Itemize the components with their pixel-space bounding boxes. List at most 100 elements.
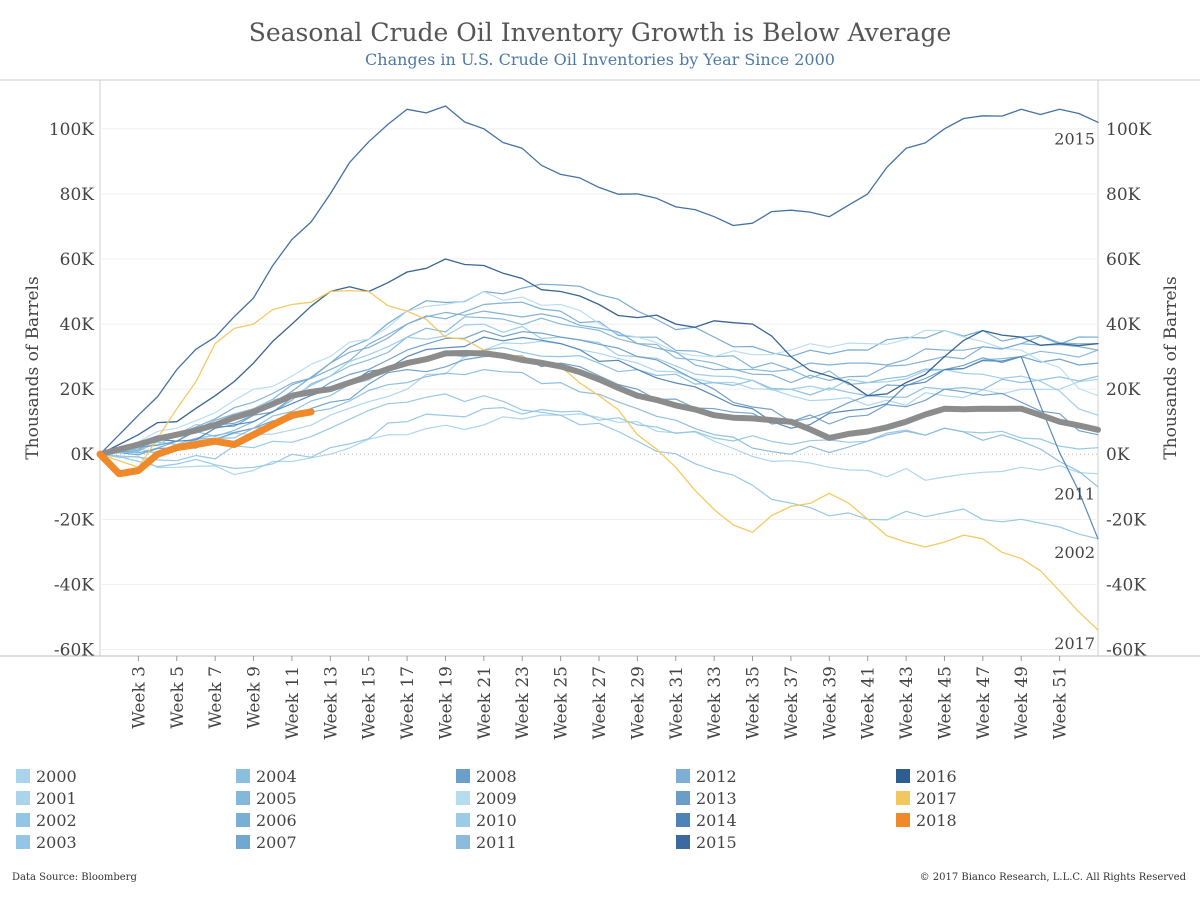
legend-label: 2013	[696, 788, 737, 808]
y-tick-label-left: 80K	[60, 185, 95, 205]
series-line-2008	[99, 354, 1099, 456]
legend-item-2016: 2016	[896, 765, 957, 787]
x-tick-label: Week 41	[859, 666, 879, 740]
data-source: Data Source: Bloomberg	[12, 872, 137, 883]
legend-swatch	[16, 769, 30, 783]
legend-item-2015: 2015	[676, 831, 737, 853]
legend-swatch	[236, 769, 250, 783]
legend-swatch	[676, 769, 690, 783]
legend-label: 2010	[476, 810, 517, 830]
legend-swatch	[896, 769, 910, 783]
series-line-2017	[99, 289, 1099, 631]
legend-label: 2000	[36, 766, 77, 786]
legend-swatch	[456, 769, 470, 783]
legend-item-2005: 2005	[236, 787, 297, 809]
legend-label: 2011	[476, 832, 517, 852]
x-tick-label: Week 17	[398, 666, 418, 740]
y-tick-label-right: -20K	[1106, 510, 1146, 530]
y-tick-label-left: 20K	[60, 380, 95, 400]
series-annotation-2017: 2017	[1054, 634, 1095, 653]
series-line-average	[97, 350, 1101, 458]
series-line-2016	[99, 258, 1099, 455]
x-tick-label: Week 45	[935, 666, 955, 740]
legend-swatch	[16, 791, 30, 805]
series-line-2004	[99, 346, 1099, 455]
legend-item-2000: 2000	[16, 765, 77, 787]
x-tick-label: Week 47	[974, 666, 994, 740]
legend-label: 2004	[256, 766, 297, 786]
legend-label: 2014	[696, 810, 737, 830]
x-tick-label: Week 33	[705, 666, 725, 740]
legend-swatch	[676, 791, 690, 805]
series-line-2009	[99, 290, 1099, 455]
y-tick-label-left: -20K	[54, 510, 94, 530]
series-annotation-2011: 2011	[1054, 484, 1095, 503]
x-tick-label: Week 27	[590, 666, 610, 740]
legend-swatch	[896, 813, 910, 827]
legend-swatch	[676, 835, 690, 849]
legend-item-2017: 2017	[896, 787, 957, 809]
series-line-2002	[99, 393, 1099, 540]
x-tick-label: Week 13	[321, 666, 341, 740]
legend-swatch	[16, 813, 30, 827]
x-tick-label: Week 3	[129, 666, 149, 729]
legend-swatch	[16, 835, 30, 849]
x-tick-label: Week 7	[206, 666, 226, 729]
legend: 2000 2001 2002 2003 2004 2005 2006 2007 2008 2009…	[16, 765, 1196, 857]
x-tick-label: Week 31	[667, 666, 687, 740]
legend-swatch	[456, 791, 470, 805]
legend-label: 2008	[476, 766, 517, 786]
legend-item-2014: 2014	[676, 809, 737, 831]
legend-label: 2016	[916, 766, 957, 786]
copyright: © 2017 Bianco Research, L.L.C. All Right…	[919, 872, 1186, 883]
y-tick-label-right: 80K	[1106, 185, 1141, 205]
x-tick-label: Week 25	[552, 666, 572, 740]
legend-item-2004: 2004	[236, 765, 297, 787]
series-line-2012	[99, 310, 1099, 455]
x-tick-label: Week 29	[628, 666, 648, 740]
series-line-2015	[99, 105, 1099, 455]
series-line-2011	[99, 369, 1099, 488]
y-tick-label-right: 20K	[1106, 380, 1141, 400]
legend-swatch	[676, 813, 690, 827]
legend-label: 2002	[36, 810, 77, 830]
legend-item-2009: 2009	[456, 787, 517, 809]
legend-label: 2012	[696, 766, 737, 786]
x-tick-label: Week 43	[897, 666, 917, 740]
x-tick-label: Week 5	[168, 666, 188, 729]
y-tick-label-left: -60K	[54, 640, 94, 660]
y-tick-label-left: -40K	[54, 575, 94, 595]
legend-item-2002: 2002	[16, 809, 77, 831]
legend-item-2007: 2007	[236, 831, 297, 853]
legend-label: 2005	[256, 788, 297, 808]
series-annotation-2015: 2015	[1054, 130, 1095, 149]
chart-title: Seasonal Crude Oil Inventory Growth is B…	[248, 18, 952, 47]
series-line-2018	[96, 408, 315, 478]
y-tick-label-left: 0K	[70, 445, 94, 465]
x-tick-label: Week 49	[1012, 666, 1032, 740]
y-tick-label-right: 60K	[1106, 250, 1141, 270]
legend-swatch	[236, 835, 250, 849]
legend-item-2013: 2013	[676, 787, 737, 809]
x-tick-label: Week 15	[360, 666, 380, 740]
y-tick-label-right: 40K	[1106, 315, 1141, 335]
y-axis-title-right: Thousands of Barrels	[1161, 276, 1181, 459]
series-line-2010	[99, 323, 1099, 455]
x-tick-label: Week 23	[513, 666, 533, 740]
x-tick-label: Week 19	[436, 666, 456, 740]
legend-swatch	[456, 835, 470, 849]
legend-label: 2006	[256, 810, 297, 830]
legend-item-2011: 2011	[456, 831, 517, 853]
y-tick-label-left: 100K	[49, 120, 94, 140]
series-line-2001	[99, 340, 1099, 455]
y-tick-label-left: 40K	[60, 315, 95, 335]
x-tick-label: Week 51	[1051, 666, 1071, 740]
legend-swatch	[456, 813, 470, 827]
x-tick-label: Week 35	[744, 666, 764, 740]
x-tick-label: Week 11	[283, 666, 303, 740]
legend-item-2018: 2018	[896, 809, 957, 831]
legend-item-2006: 2006	[236, 809, 297, 831]
legend-swatch	[236, 813, 250, 827]
legend-item-2012: 2012	[676, 765, 737, 787]
x-tick-label: Week 21	[475, 666, 495, 740]
